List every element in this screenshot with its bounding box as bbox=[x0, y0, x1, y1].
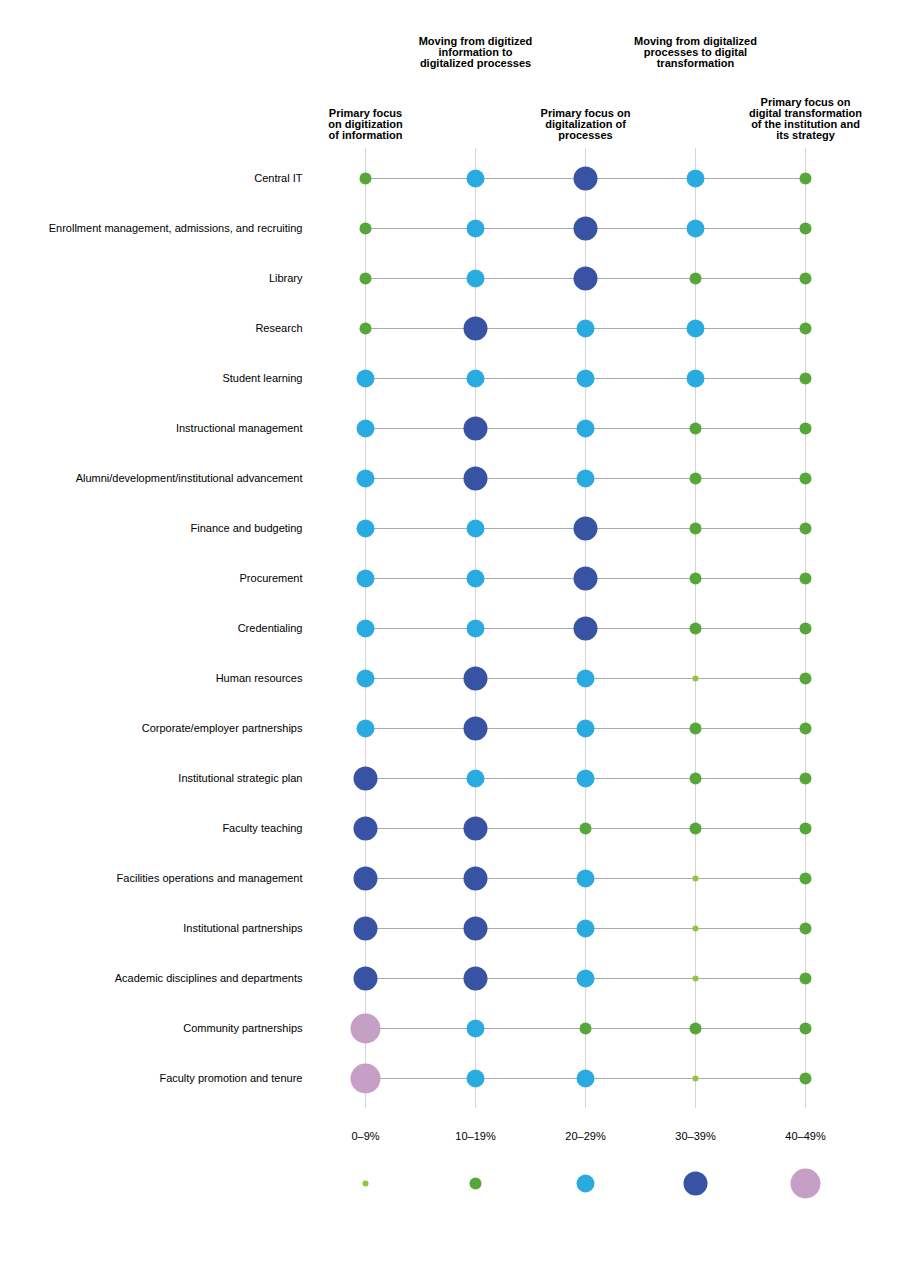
svg-text:Library: Library bbox=[269, 272, 303, 284]
svg-text:Instructional management: Instructional management bbox=[176, 422, 303, 434]
svg-text:Primary focuson digitizationof: Primary focuson digitizationof informati… bbox=[328, 107, 403, 141]
svg-text:10–19%: 10–19% bbox=[455, 1130, 496, 1142]
svg-text:Alumni/development/institution: Alumni/development/institutional advance… bbox=[76, 472, 303, 484]
svg-text:30–39%: 30–39% bbox=[675, 1130, 716, 1142]
svg-text:Primary focus ondigital transf: Primary focus ondigital transformationof… bbox=[749, 96, 862, 141]
svg-text:Faculty teaching: Faculty teaching bbox=[222, 822, 302, 834]
svg-text:Procurement: Procurement bbox=[240, 572, 303, 584]
svg-text:Institutional strategic plan: Institutional strategic plan bbox=[178, 772, 302, 784]
svg-text:Central IT: Central IT bbox=[254, 172, 303, 184]
svg-text:Primary focus ondigitalization: Primary focus ondigitalization ofprocess… bbox=[541, 107, 631, 141]
svg-text:Facilities operations and mana: Facilities operations and management bbox=[117, 872, 303, 884]
svg-text:Credentialing: Credentialing bbox=[238, 622, 303, 634]
svg-text:Moving from digitizedinformati: Moving from digitizedinformation todigit… bbox=[419, 35, 533, 69]
svg-text:Institutional partnerships: Institutional partnerships bbox=[183, 922, 303, 934]
svg-text:20–29%: 20–29% bbox=[565, 1130, 606, 1142]
svg-text:Academic disciplines and depar: Academic disciplines and departments bbox=[115, 972, 303, 984]
svg-text:Student learning: Student learning bbox=[222, 372, 302, 384]
svg-text:0–9%: 0–9% bbox=[351, 1130, 379, 1142]
svg-text:Community partnerships: Community partnerships bbox=[183, 1022, 303, 1034]
svg-text:Faculty promotion and tenure: Faculty promotion and tenure bbox=[159, 1072, 302, 1084]
svg-text:Moving from digitalizedprocess: Moving from digitalizedprocesses to digi… bbox=[634, 35, 757, 69]
svg-text:Research: Research bbox=[255, 322, 302, 334]
svg-text:Human resources: Human resources bbox=[216, 672, 303, 684]
svg-text:Finance and budgeting: Finance and budgeting bbox=[191, 522, 303, 534]
svg-text:40–49%: 40–49% bbox=[785, 1130, 826, 1142]
svg-text:Enrollment management, admissi: Enrollment management, admissions, and r… bbox=[49, 222, 303, 234]
svg-text:Corporate/employer partnership: Corporate/employer partnerships bbox=[142, 722, 303, 734]
